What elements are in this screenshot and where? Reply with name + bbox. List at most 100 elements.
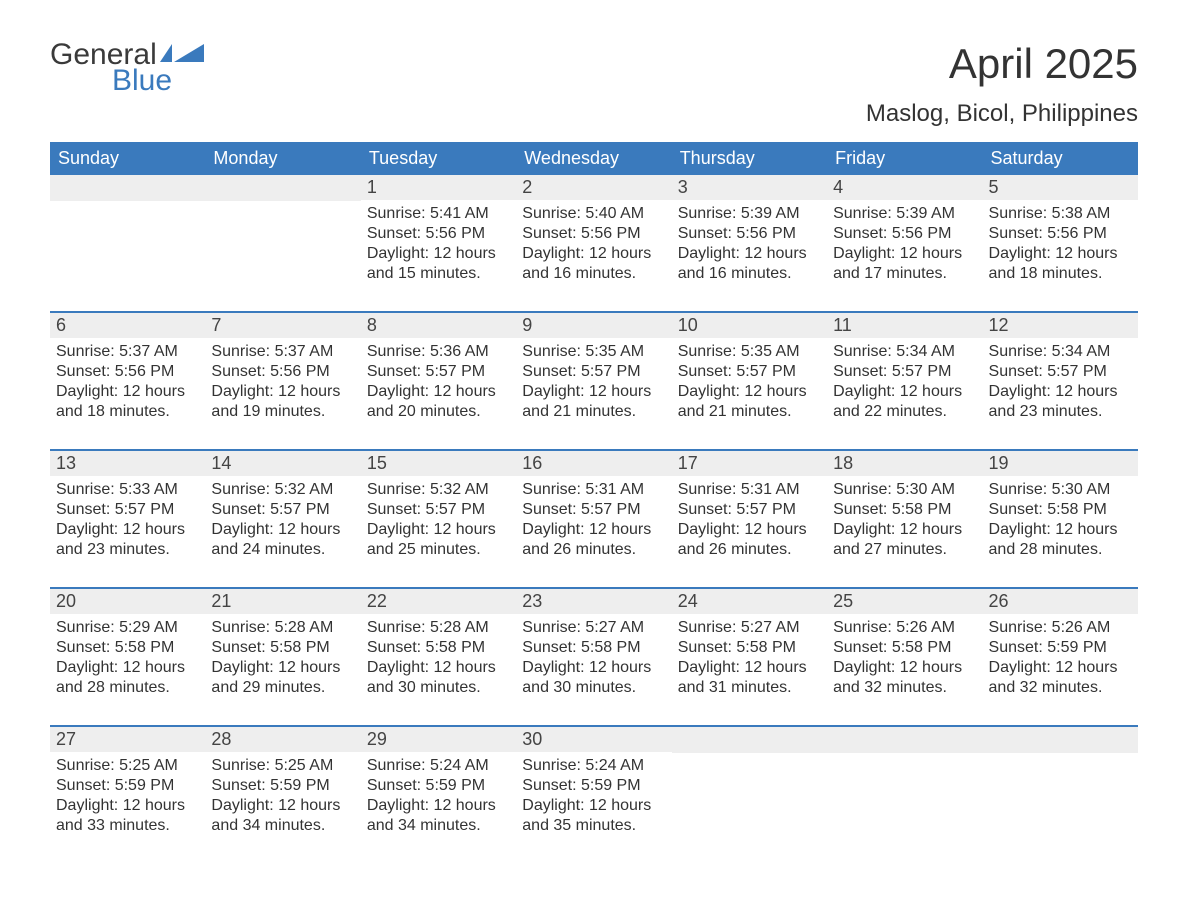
daylight-text: Daylight: 12 hours and 32 minutes. [989,658,1132,698]
sunrise-text: Sunrise: 5:41 AM [367,204,510,224]
sunset-text: Sunset: 5:59 PM [522,776,665,796]
day-content: Sunrise: 5:37 AMSunset: 5:56 PMDaylight:… [205,338,360,422]
calendar-week: 6Sunrise: 5:37 AMSunset: 5:56 PMDaylight… [50,311,1138,423]
daylight-text: Daylight: 12 hours and 19 minutes. [211,382,354,422]
calendar-day: 29Sunrise: 5:24 AMSunset: 5:59 PMDayligh… [361,727,516,837]
calendar-day: 30Sunrise: 5:24 AMSunset: 5:59 PMDayligh… [516,727,671,837]
weeks-container: 1Sunrise: 5:41 AMSunset: 5:56 PMDaylight… [50,175,1138,837]
day-content: Sunrise: 5:36 AMSunset: 5:57 PMDaylight:… [361,338,516,422]
calendar-day: 8Sunrise: 5:36 AMSunset: 5:57 PMDaylight… [361,313,516,423]
day-content: Sunrise: 5:34 AMSunset: 5:57 PMDaylight:… [827,338,982,422]
day-content: Sunrise: 5:35 AMSunset: 5:57 PMDaylight:… [672,338,827,422]
sunset-text: Sunset: 5:58 PM [367,638,510,658]
sunrise-text: Sunrise: 5:24 AM [367,756,510,776]
calendar: Sunday Monday Tuesday Wednesday Thursday… [50,142,1138,837]
day-number: 2 [516,175,671,200]
sunset-text: Sunset: 5:56 PM [522,224,665,244]
daylight-text: Daylight: 12 hours and 33 minutes. [56,796,199,836]
daylight-text: Daylight: 12 hours and 34 minutes. [211,796,354,836]
sunrise-text: Sunrise: 5:29 AM [56,618,199,638]
day-content: Sunrise: 5:33 AMSunset: 5:57 PMDaylight:… [50,476,205,560]
calendar-day: 9Sunrise: 5:35 AMSunset: 5:57 PMDaylight… [516,313,671,423]
day-number: 17 [672,451,827,476]
day-number [983,727,1138,753]
day-content: Sunrise: 5:26 AMSunset: 5:58 PMDaylight:… [827,614,982,698]
day-number: 4 [827,175,982,200]
calendar-week: 27Sunrise: 5:25 AMSunset: 5:59 PMDayligh… [50,725,1138,837]
calendar-day: 4Sunrise: 5:39 AMSunset: 5:56 PMDaylight… [827,175,982,285]
sunset-text: Sunset: 5:59 PM [989,638,1132,658]
calendar-day: 27Sunrise: 5:25 AMSunset: 5:59 PMDayligh… [50,727,205,837]
calendar-day: 17 Sunrise: 5:31 AMSunset: 5:57 PMDayligh… [672,451,827,561]
daylight-text: Daylight: 12 hours and 28 minutes. [56,658,199,698]
sunset-text: Sunset: 5:56 PM [833,224,976,244]
sunset-text: Sunset: 5:57 PM [56,500,199,520]
sunset-text: Sunset: 5:56 PM [367,224,510,244]
day-content: Sunrise: 5:28 AMSunset: 5:58 PMDaylight:… [205,614,360,698]
sunset-text: Sunset: 5:58 PM [211,638,354,658]
sunset-text: Sunset: 5:58 PM [678,638,821,658]
calendar-day: 25Sunrise: 5:26 AMSunset: 5:58 PMDayligh… [827,589,982,699]
day-number [672,727,827,753]
sunset-text: Sunset: 5:59 PM [56,776,199,796]
daylight-text: Daylight: 12 hours and 24 minutes. [211,520,354,560]
title-block: April 2025 Maslog, Bicol, Philippines [866,40,1138,128]
weekday-header: Monday [205,142,360,175]
daylight-text: Daylight: 12 hours and 34 minutes. [367,796,510,836]
sunrise-text: Sunrise: 5:31 AM [678,480,821,500]
day-content: Sunrise: 5:30 AMSunset: 5:58 PMDaylight:… [827,476,982,560]
calendar-day: 16Sunrise: 5:31 AMSunset: 5:57 PMDayligh… [516,451,671,561]
sunset-text: Sunset: 5:57 PM [522,362,665,382]
day-number: 29 [361,727,516,752]
calendar-day: 19Sunrise: 5:30 AMSunset: 5:58 PMDayligh… [983,451,1138,561]
day-content: Sunrise: 5:28 AMSunset: 5:58 PMDaylight:… [361,614,516,698]
day-number: 28 [205,727,360,752]
brand-blue-text: Blue [112,66,204,96]
location-text: Maslog, Bicol, Philippines [866,100,1138,128]
sunrise-text: Sunrise: 5:27 AM [522,618,665,638]
day-number: 14 [205,451,360,476]
sunrise-text: Sunrise: 5:25 AM [211,756,354,776]
sunrise-text: Sunrise: 5:36 AM [367,342,510,362]
sunset-text: Sunset: 5:56 PM [678,224,821,244]
sunset-text: Sunset: 5:58 PM [989,500,1132,520]
day-content: Sunrise: 5:25 AMSunset: 5:59 PMDaylight:… [50,752,205,836]
daylight-text: Daylight: 12 hours and 21 minutes. [522,382,665,422]
calendar-day: 7Sunrise: 5:37 AMSunset: 5:56 PMDaylight… [205,313,360,423]
sunrise-text: Sunrise: 5:33 AM [56,480,199,500]
daylight-text: Daylight: 12 hours and 21 minutes. [678,382,821,422]
day-content: Sunrise: 5:27 AMSunset: 5:58 PMDaylight:… [516,614,671,698]
daylight-text: Daylight: 12 hours and 26 minutes. [678,520,821,560]
day-number: 7 [205,313,360,338]
daylight-text: Daylight: 12 hours and 31 minutes. [678,658,821,698]
day-number: 25 [827,589,982,614]
sunrise-text: Sunrise: 5:34 AM [989,342,1132,362]
day-content: Sunrise: 5:24 AMSunset: 5:59 PMDaylight:… [361,752,516,836]
day-number [50,175,205,201]
day-content: Sunrise: 5:32 AMSunset: 5:57 PMDaylight:… [361,476,516,560]
day-number: 21 [205,589,360,614]
sunset-text: Sunset: 5:56 PM [56,362,199,382]
weekday-header: Saturday [983,142,1138,175]
calendar-day: 24Sunrise: 5:27 AMSunset: 5:58 PMDayligh… [672,589,827,699]
day-number: 9 [516,313,671,338]
day-number: 19 [983,451,1138,476]
daylight-text: Daylight: 12 hours and 30 minutes. [367,658,510,698]
day-number [827,727,982,753]
day-number: 22 [361,589,516,614]
calendar-day [205,175,360,285]
daylight-text: Daylight: 12 hours and 16 minutes. [522,244,665,284]
calendar-day: 6Sunrise: 5:37 AMSunset: 5:56 PMDaylight… [50,313,205,423]
sunset-text: Sunset: 5:57 PM [678,500,821,520]
sunrise-text: Sunrise: 5:37 AM [211,342,354,362]
sunrise-text: Sunrise: 5:38 AM [989,204,1132,224]
sunset-text: Sunset: 5:58 PM [833,638,976,658]
header: General Blue April 2025 Maslog, Bicol, P… [50,40,1138,128]
calendar-day: 18Sunrise: 5:30 AMSunset: 5:58 PMDayligh… [827,451,982,561]
sunset-text: Sunset: 5:56 PM [211,362,354,382]
calendar-week: 20Sunrise: 5:29 AMSunset: 5:58 PMDayligh… [50,587,1138,699]
daylight-text: Daylight: 12 hours and 23 minutes. [989,382,1132,422]
sunset-text: Sunset: 5:59 PM [211,776,354,796]
daylight-text: Daylight: 12 hours and 23 minutes. [56,520,199,560]
calendar-day: 3Sunrise: 5:39 AMSunset: 5:56 PMDaylight… [672,175,827,285]
